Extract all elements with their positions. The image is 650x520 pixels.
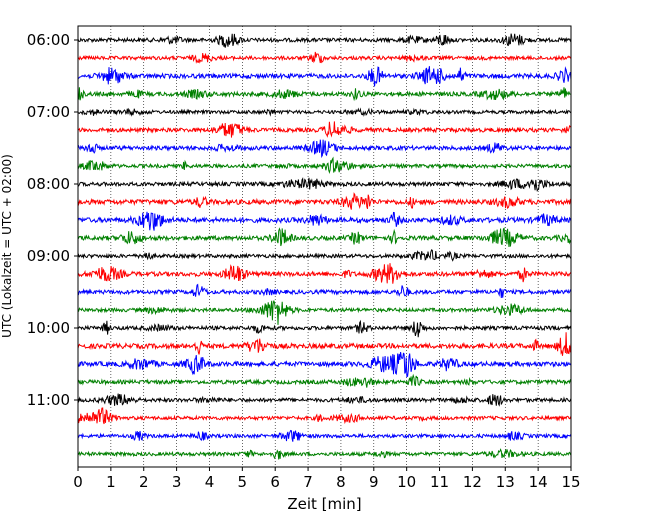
x-tick-label: 10 — [397, 473, 416, 491]
trace-0915 — [77, 263, 572, 284]
x-tick-label: 3 — [172, 473, 182, 491]
seismic-traces — [77, 33, 572, 460]
trace-1000 — [77, 319, 572, 338]
x-tick-label: 5 — [238, 473, 248, 491]
trace-0730 — [77, 139, 572, 159]
y-tick-label: 09:00 — [27, 247, 70, 265]
trace-0900 — [77, 249, 572, 262]
trace-1145 — [77, 448, 572, 460]
trace-1045 — [77, 373, 572, 388]
y-tick-label: 08:00 — [27, 175, 70, 193]
trace-1030 — [77, 352, 572, 378]
x-tick-label: 9 — [369, 473, 379, 491]
trace-0815 — [77, 192, 572, 210]
x-tick-label: 7 — [303, 473, 313, 491]
y-tick-label: 10:00 — [27, 319, 70, 337]
trace-0700 — [77, 107, 572, 117]
trace-0845 — [77, 227, 572, 248]
x-tick-label: 8 — [336, 473, 346, 491]
x-tick-label: 1 — [106, 473, 116, 491]
trace-0945 — [77, 300, 572, 325]
trace-1115 — [77, 407, 572, 425]
x-tick-label: 13 — [496, 473, 515, 491]
y-tick-label: 11:00 — [27, 391, 70, 409]
trace-0645 — [77, 87, 572, 102]
x-tick-label: 14 — [529, 473, 548, 491]
trace-1015 — [77, 332, 572, 356]
trace-0930 — [77, 283, 572, 299]
trace-1100 — [77, 393, 572, 407]
trace-0800 — [77, 177, 572, 192]
x-tick-label: 12 — [463, 473, 482, 491]
x-tick-label: 6 — [270, 473, 280, 491]
y-axis-ticks: 06:00 07:00 08:00 09:00 10:00 11:00 — [27, 31, 78, 409]
trace-0600 — [77, 33, 572, 48]
plot-frame — [77, 25, 572, 468]
y-tick-label: 06:00 — [27, 31, 70, 49]
x-tick-label: 4 — [205, 473, 215, 491]
x-tick-label: 0 — [73, 473, 83, 491]
trace-0830 — [77, 211, 572, 231]
x-tick-label: 15 — [561, 473, 580, 491]
trace-0615 — [77, 51, 572, 64]
trace-0715 — [77, 121, 572, 138]
y-tick-label: 07:00 — [27, 103, 70, 121]
x-axis-label: Zeit [min] — [287, 495, 361, 513]
y-axis-label: UTC (Lokalzeit = UTC + 02:00) — [0, 154, 14, 338]
trace-0745 — [77, 156, 572, 174]
x-tick-label: 11 — [430, 473, 449, 491]
trace-0630 — [77, 66, 572, 87]
x-axis-ticks: 0 1 2 3 4 5 6 7 8 9 10 11 12 13 14 15 — [73, 467, 581, 491]
trace-1130 — [77, 429, 572, 442]
x-tick-label: 2 — [139, 473, 149, 491]
